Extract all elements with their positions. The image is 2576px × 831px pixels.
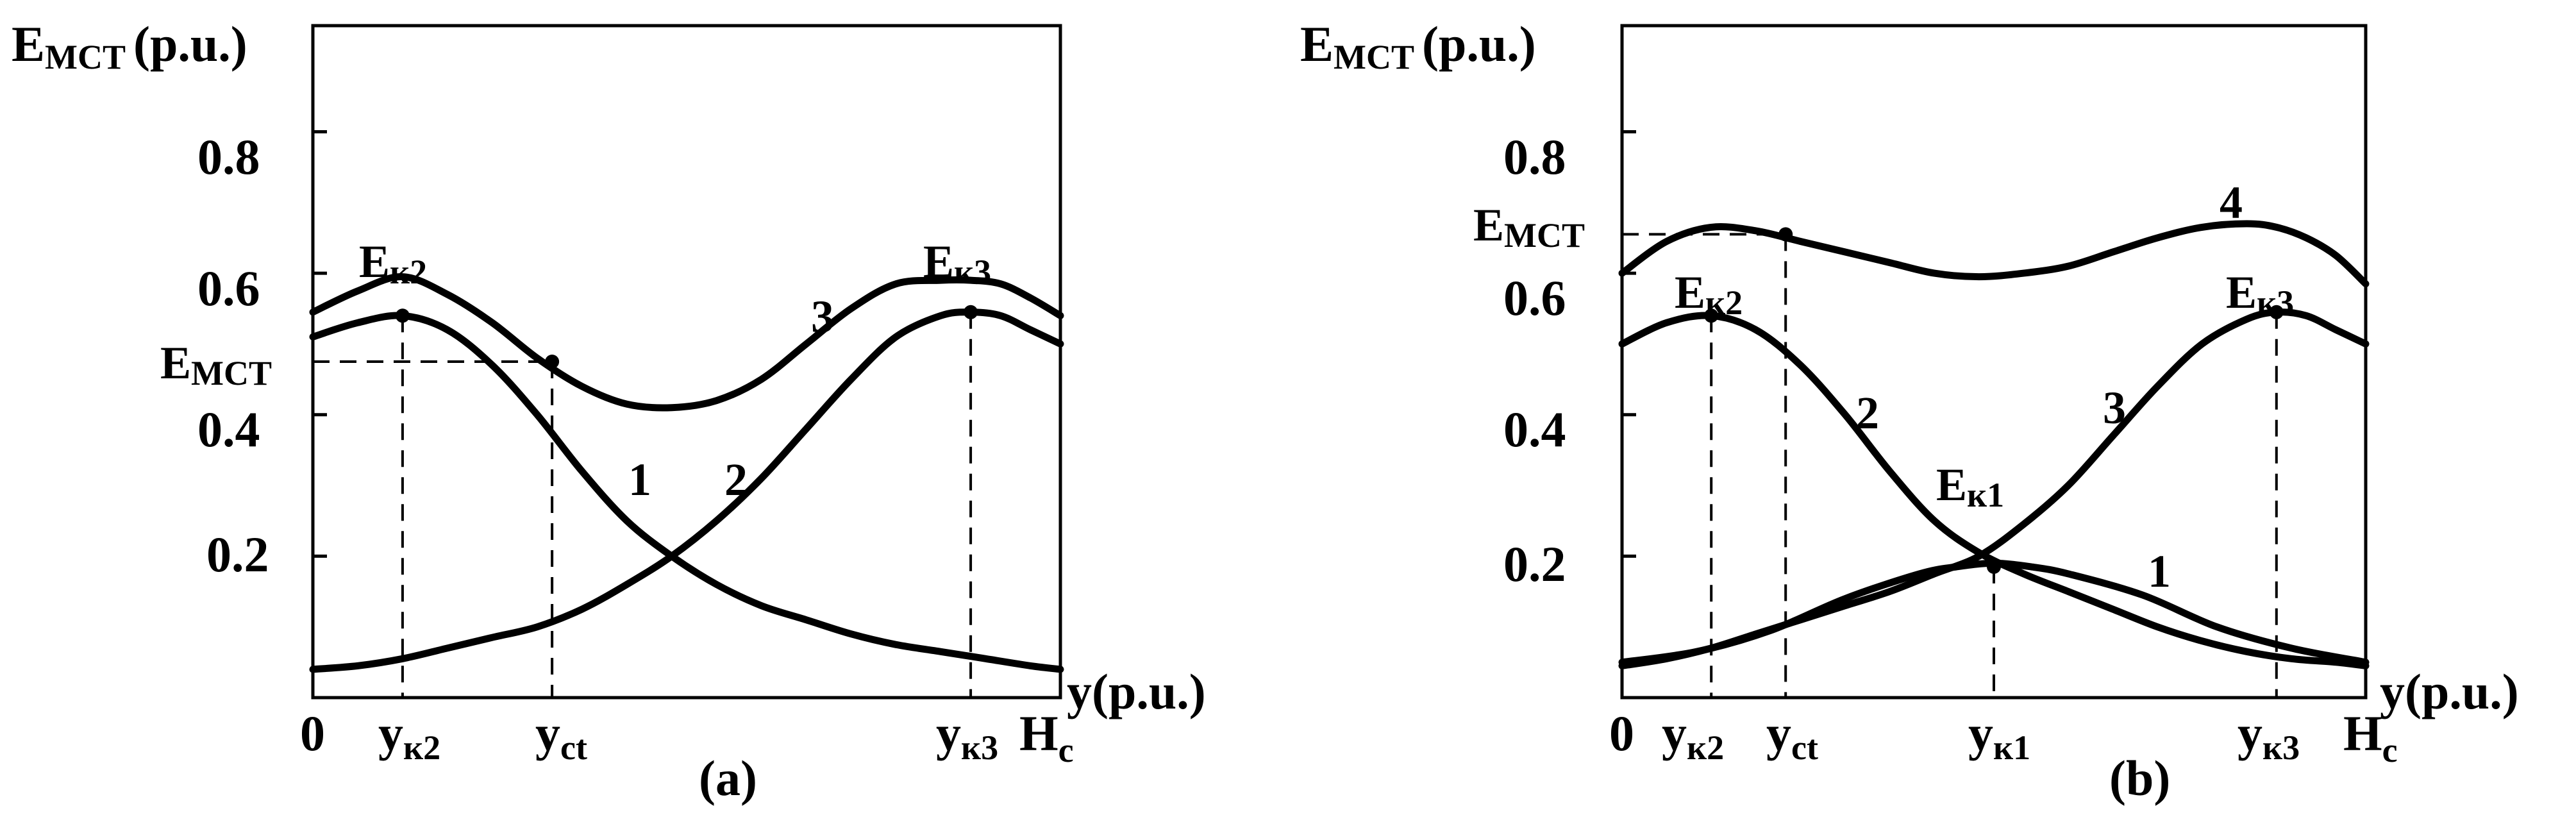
y-axis-title-b: EМСТ (p.u.) [1300, 16, 1536, 76]
guides-b [1622, 227, 2284, 698]
guides-a [313, 305, 978, 698]
x-marker-label-yct-b: уct [1766, 705, 1818, 767]
curve-label-2-a: 2 [724, 454, 748, 505]
x-end-label-a: Hc [1019, 705, 1074, 769]
series-2-line-a [309, 308, 1064, 673]
threshold-label-b: EМСТ [1473, 199, 1585, 255]
threshold-label-a: EМСТ [160, 337, 272, 392]
point-label-ek3-b: Eк3 [2226, 267, 2294, 322]
point-Eк3-b [2269, 305, 2284, 319]
series-3-line-b [1618, 308, 2370, 669]
point-Eк1-b [1987, 559, 2001, 574]
point-label-ek1-b: Eк1 [1936, 459, 2004, 514]
y-tick-label-a: 0.2 [206, 526, 269, 582]
x-end-label-b: Hc [2343, 705, 2398, 769]
x-marker-label-yk2-a: ук2 [378, 705, 440, 767]
curve-label-4-b: 4 [2220, 177, 2243, 228]
series-4-line-b [1618, 220, 2370, 288]
panel-label-a: (a) [699, 750, 757, 806]
curve-label-3-b: 3 [2103, 382, 2126, 433]
panel-label-b: (b) [2109, 750, 2170, 806]
x-marker-label-yk3-b: ук3 [2237, 705, 2300, 767]
x-axis-title-a: y(p.u.) [1067, 664, 1206, 719]
curve-label-1-b: 1 [2148, 546, 2171, 597]
series-1-line-a [309, 312, 1064, 673]
x-marker-label-yk2-b: ук2 [1662, 705, 1724, 767]
y-axis-title-a: EМСТ (p.u.) [12, 16, 247, 76]
y-tick-label-b: 0.4 [1503, 401, 1566, 457]
point-label-ek2-b: Eк2 [1675, 267, 1743, 322]
point-label-ek3-a: Eк3 [923, 236, 991, 291]
x-origin-label-b: 0 [1609, 705, 1634, 761]
series-3-line-a [309, 273, 1064, 412]
y-tick-label-a: 0.6 [197, 260, 260, 316]
panel-a: EМСТ (p.u.) 0.8 0.6 0.4 0.2 1 2 3 Eк2 Eк3… [12, 16, 1206, 806]
y-tick-label-b: 0.2 [1503, 536, 1566, 592]
curves-b [1618, 130, 2370, 669]
curves-a [309, 130, 1064, 673]
x-marker-label-yk3-a: ук3 [936, 705, 998, 767]
x-origin-label-a: 0 [300, 705, 325, 761]
point-threshold-b [1778, 227, 1793, 242]
x-marker-label-yct-a: уct [535, 705, 587, 767]
y-tick-label-b: 0.8 [1503, 129, 1566, 185]
panel-b: EМСТ (p.u.) 0.8 0.6 0.4 0.2 1 2 3 4 Eк2 E… [1300, 16, 2519, 806]
y-tick-label-a: 0.4 [197, 401, 260, 457]
plot-frame-b [1620, 24, 2368, 700]
x-marker-label-yk1-b: ук1 [1968, 705, 2030, 767]
point-label-ek2-a: Eк2 [359, 236, 427, 291]
point-Eк2-a [395, 308, 410, 323]
curve-label-1-a: 1 [628, 454, 651, 505]
curve-label-2-b: 2 [1856, 387, 1879, 439]
point-Eк2-b [1704, 308, 1719, 323]
x-axis-title-b: y(p.u.) [2380, 664, 2519, 719]
curve-label-3-a: 3 [811, 291, 834, 342]
y-tick-label-b: 0.6 [1503, 270, 1566, 326]
point-threshold-a [545, 355, 560, 369]
y-tick-label-a: 0.8 [197, 129, 260, 185]
point-Eк3-a [964, 305, 978, 319]
